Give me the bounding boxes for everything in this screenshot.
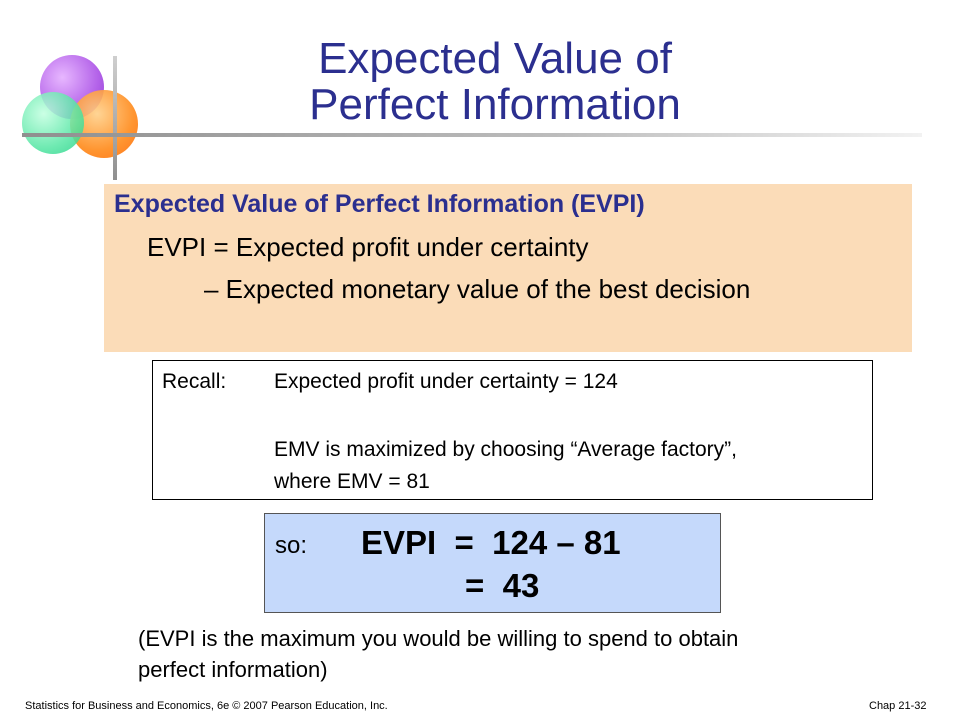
result-equation-1: EVPI = 124 – 81	[361, 524, 621, 561]
footer-page-number: Chap 21-32	[869, 700, 927, 712]
green-circle-icon	[22, 92, 84, 154]
decorative-horizontal-rule	[22, 133, 922, 137]
note-line-1: (EVPI is the maximum you would be willin…	[138, 626, 739, 651]
recall-box: Recall: Expected profit under certainty …	[152, 360, 873, 500]
definition-line-2: – Expected monetary value of the best de…	[204, 274, 751, 304]
overlapping-circles-logo-icon	[20, 50, 150, 180]
recall-line-1: Expected profit under certainty = 124	[274, 370, 618, 393]
evpi-note: (EVPI is the maximum you would be willin…	[138, 623, 918, 685]
result-label: so:	[275, 532, 308, 559]
recall-emv-text: EMV is maximized by choosing “Average fa…	[274, 434, 737, 498]
definition-line-1: EVPI = Expected profit under certainty	[147, 232, 589, 262]
recall-line-2: EMV is maximized by choosing “Average fa…	[274, 438, 737, 461]
recall-line-3: where EMV = 81	[274, 470, 430, 493]
recall-label: Recall:	[162, 370, 227, 393]
decorative-vertical-rule	[113, 56, 117, 180]
slide-title-line-1: Expected Value of	[318, 34, 672, 83]
result-box: so: EVPI = 124 – 81 = 43	[264, 513, 721, 613]
definition-box: Expected Value of Perfect Information (E…	[104, 184, 912, 352]
slide-title: Expected Value of Perfect Information	[200, 36, 790, 128]
footer-copyright: Statistics for Business and Economics, 6…	[25, 700, 388, 712]
slide-title-line-2: Perfect Information	[309, 80, 681, 129]
note-line-2: perfect information)	[138, 657, 328, 682]
result-equation-2: = 43	[465, 567, 540, 604]
definition-heading: Expected Value of Perfect Information (E…	[114, 190, 645, 218]
